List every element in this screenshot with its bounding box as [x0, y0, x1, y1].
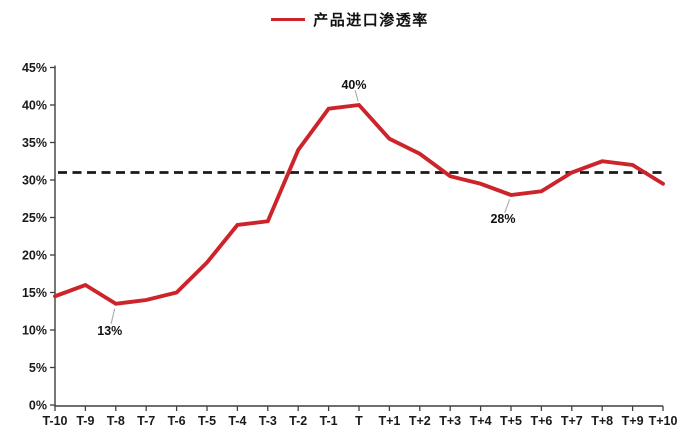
- x-tick-label: T-1: [320, 414, 338, 428]
- y-tick-label: 35%: [22, 136, 47, 150]
- y-tick-label: 45%: [22, 61, 47, 75]
- x-tick-label: T-5: [198, 414, 216, 428]
- x-tick-label: T-2: [289, 414, 307, 428]
- y-tick-label: 25%: [22, 211, 47, 225]
- x-tick-label: T-6: [168, 414, 186, 428]
- y-tick-label: 20%: [22, 249, 47, 263]
- x-tick-label: T+1: [378, 414, 400, 428]
- x-tick-label: T+7: [561, 414, 583, 428]
- x-tick-label: T+4: [470, 414, 492, 428]
- x-tick-label: T+9: [622, 414, 644, 428]
- x-tick-label: T-8: [107, 414, 125, 428]
- legend-line-swatch: [271, 17, 306, 21]
- y-tick-label: 30%: [22, 174, 47, 188]
- y-tick-label: 0%: [29, 399, 47, 413]
- x-tick-label: T+10: [649, 414, 678, 428]
- x-tick-label: T-7: [137, 414, 155, 428]
- x-tick-label: T+3: [439, 414, 461, 428]
- y-tick-label: 40%: [22, 99, 47, 113]
- y-tick-label: 15%: [22, 286, 47, 300]
- x-tick-label: T-10: [42, 414, 67, 428]
- x-tick-label: T+5: [500, 414, 522, 428]
- x-tick-label: T+2: [409, 414, 431, 428]
- chart-legend: 产品进口渗透率: [0, 8, 700, 30]
- y-tick-label: 5%: [29, 361, 47, 375]
- annotation-leader-line: [354, 90, 359, 102]
- x-tick-label: T-9: [76, 414, 94, 428]
- x-tick-label: T-4: [228, 414, 246, 428]
- annotation-label: 28%: [490, 212, 515, 226]
- annotation-label: 40%: [341, 78, 366, 92]
- y-tick-label: 10%: [22, 324, 47, 338]
- x-tick-label: T-3: [259, 414, 277, 428]
- annotation-leader-line: [110, 308, 116, 324]
- series-line: [53, 102, 665, 306]
- legend-series-label: 产品进口渗透率: [313, 12, 429, 29]
- annotation-label: 13%: [97, 324, 122, 338]
- x-tick-label: T: [355, 414, 363, 428]
- annotation-leader-line: [504, 199, 511, 213]
- x-tick-label: T+6: [530, 414, 552, 428]
- x-tick-label: T+8: [591, 414, 613, 428]
